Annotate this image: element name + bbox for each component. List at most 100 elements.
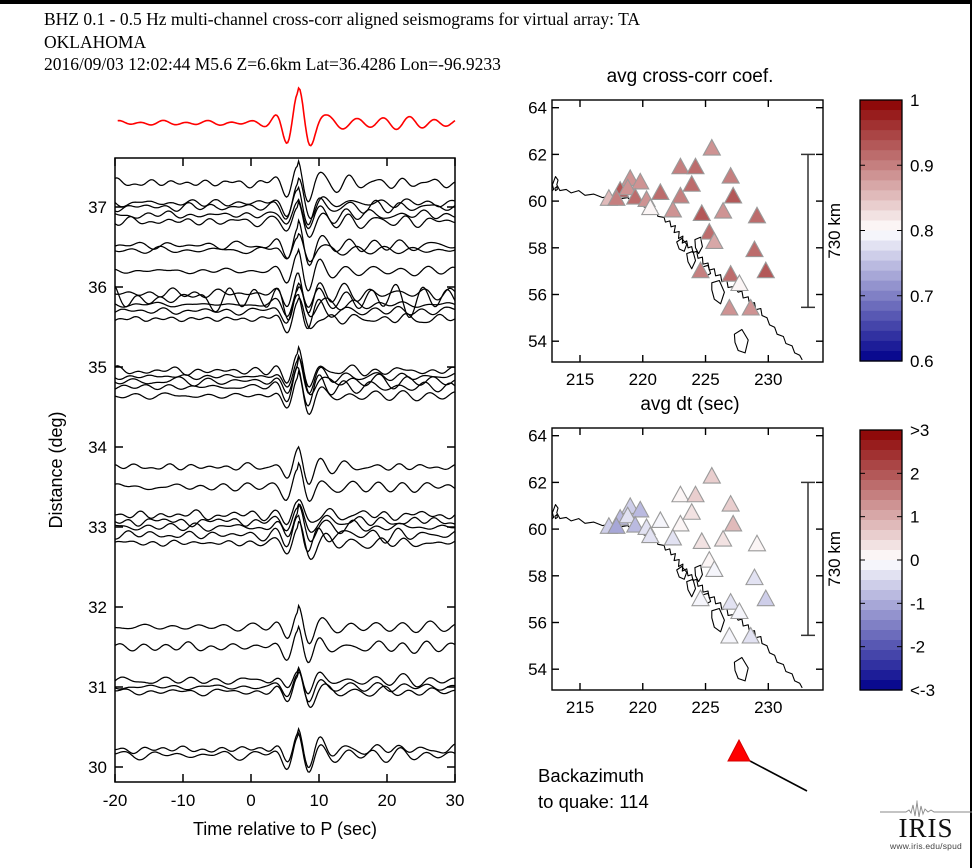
colorbar-band <box>860 300 902 312</box>
colorbar-tick-label: 0.9 <box>910 156 934 175</box>
colorbar-band <box>860 330 902 342</box>
colorbar-band <box>860 610 902 621</box>
station-triangle <box>618 506 638 524</box>
seismogram-frame <box>114 157 456 783</box>
colorbar-band <box>860 320 902 332</box>
right-border-line <box>970 0 972 868</box>
y-tick-label: 58 <box>528 567 547 586</box>
top-border-line <box>0 0 972 4</box>
island-outline <box>711 279 725 305</box>
island-outline <box>686 250 697 270</box>
colorbar-band <box>860 620 902 631</box>
seismogram-trace <box>115 603 455 645</box>
colorbar-band <box>860 350 902 362</box>
y-tick-label: 32 <box>88 598 107 617</box>
station-triangle <box>618 178 638 196</box>
colorbar-band <box>860 670 902 681</box>
station-triangle <box>663 200 683 218</box>
colorbar-band <box>860 510 902 521</box>
y-tick-label: 31 <box>88 678 107 697</box>
seismogram-trace <box>115 503 455 533</box>
station-triangle <box>747 206 767 224</box>
station-triangle <box>713 201 733 219</box>
colorbar-band <box>860 430 902 441</box>
quake-direction-marker <box>727 738 808 792</box>
colorbar-band <box>860 220 902 232</box>
y-tick-label: 58 <box>528 239 547 258</box>
colorbar-band <box>860 230 902 242</box>
station-triangle <box>625 515 645 533</box>
y-tick-label: 64 <box>528 99 547 118</box>
backazimuth-label: Backazimuth to quake: 114 <box>538 763 649 814</box>
colorbar-band <box>860 240 902 252</box>
x-tick-label: 0 <box>246 791 255 810</box>
x-tick-label: 220 <box>629 698 657 717</box>
seismogram-trace <box>115 177 455 220</box>
seismogram-trace <box>115 199 455 239</box>
colorbar-band <box>860 340 902 352</box>
station-triangle <box>719 626 739 644</box>
x-tick-label: 20 <box>378 791 397 810</box>
x-tick-label: 230 <box>754 370 782 389</box>
station-triangle <box>723 514 743 532</box>
map-content <box>552 466 803 689</box>
station-triangle <box>606 188 626 206</box>
y-tick-label: 54 <box>528 332 547 351</box>
seismogram-trace <box>115 461 455 503</box>
station-triangle <box>721 494 741 512</box>
colorbar-band <box>860 650 902 661</box>
colorbar-band <box>860 310 902 322</box>
station-triangle <box>741 626 761 644</box>
seismogram-trace <box>115 520 455 561</box>
island-outline <box>554 514 558 520</box>
colorbar-band <box>860 140 902 151</box>
station-triangle <box>692 531 712 549</box>
seismogram-trace <box>115 369 455 416</box>
seismogram-trace <box>115 185 455 226</box>
station-triangle <box>747 534 767 552</box>
seismogram-trace <box>115 499 455 526</box>
station-triangle <box>704 231 724 250</box>
y-tick-label: 35 <box>88 358 107 377</box>
station-triangle <box>713 529 733 547</box>
seismogram-trace <box>115 247 455 292</box>
backazimuth-line2: to quake: 114 <box>538 790 649 812</box>
x-axis-title: Time relative to P (sec) <box>193 819 377 839</box>
island-outline <box>676 565 688 580</box>
colorbar-band <box>860 290 902 302</box>
colorbar-band <box>860 110 902 121</box>
colorbar-band <box>860 500 902 511</box>
station-triangle <box>691 261 710 279</box>
station-triangle <box>686 157 705 175</box>
colorbar-band <box>860 530 902 541</box>
header-line3: 2016/09/03 12:02:44 M5.6 Z=6.6km Lat=36.… <box>44 54 501 74</box>
y-tick-label: 33 <box>88 518 107 537</box>
colorbar-band <box>860 210 902 222</box>
colorbar-band <box>860 160 902 171</box>
backazimuth-line <box>749 760 808 792</box>
seismogram-trace <box>115 514 455 553</box>
colorbar-band <box>860 640 902 651</box>
station-triangle <box>650 182 670 200</box>
colorbar-band <box>860 260 902 272</box>
station-triangle <box>682 502 702 520</box>
iris-logo-text: IRIS <box>898 813 954 843</box>
y-tick-label: 36 <box>88 278 107 297</box>
seismogram-trace <box>115 624 455 664</box>
colorbar-tick-label: 0.7 <box>910 287 934 306</box>
colorbar-band <box>860 490 902 501</box>
colorbar-band <box>860 680 902 691</box>
island-outline <box>554 186 558 192</box>
station-triangle <box>625 187 645 205</box>
station-triangle <box>723 186 743 204</box>
seismogram-trace <box>115 158 455 203</box>
colorbar-tick-label: 0 <box>910 551 919 570</box>
x-tick-label: -20 <box>103 791 128 810</box>
colorbar-band <box>860 150 902 161</box>
cc-map-title: avg cross-corr coef. <box>606 66 774 87</box>
colorbar-band <box>860 440 902 451</box>
seismogram-trace <box>115 232 455 263</box>
scale-bar-label: 730 km <box>825 203 844 259</box>
colorbar-band <box>860 130 902 141</box>
